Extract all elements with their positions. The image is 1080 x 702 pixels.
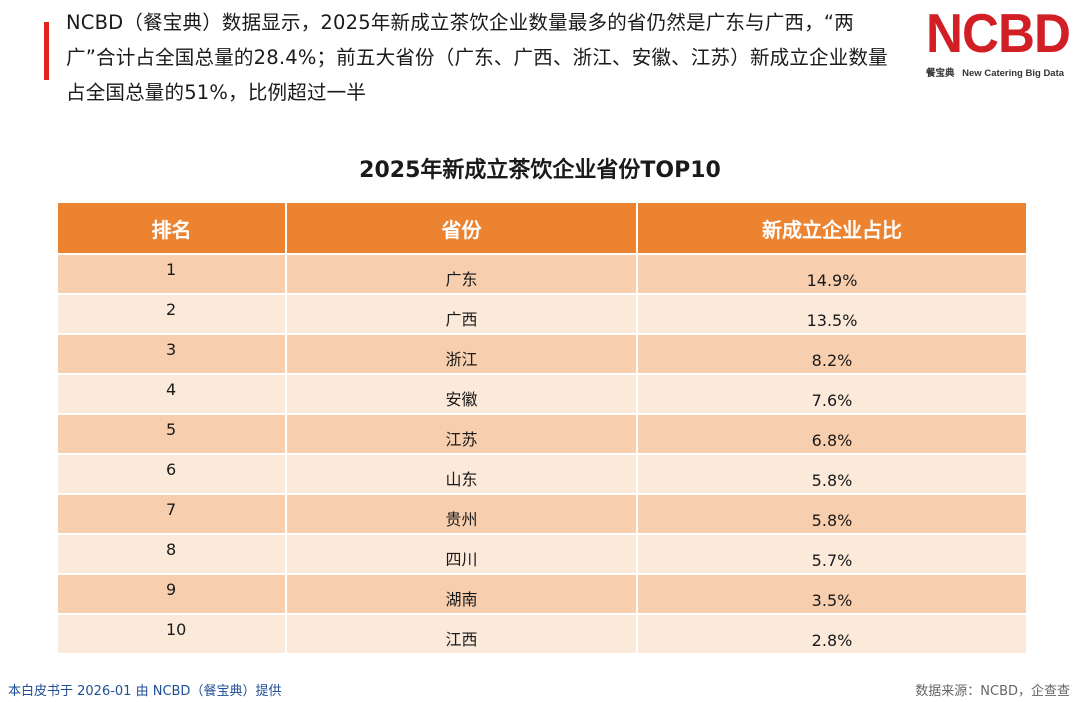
share-cell: 5.8%	[637, 453, 1026, 494]
header-province: 省份	[286, 203, 638, 254]
rank-cell: 9	[58, 573, 287, 614]
share-cell: 5.7%	[637, 533, 1026, 574]
logo-english-name: New Catering Big Data	[962, 68, 1065, 79]
logo-chinese-name: 餐宝典	[926, 68, 955, 79]
province-cell: 浙江	[286, 333, 638, 374]
province-ranking-table: 排名 省份 新成立企业占比 1 广东 14.9% 2 广西 13.5% 3 浙江…	[58, 203, 1026, 653]
province-cell: 安徽	[286, 373, 638, 414]
province-cell: 贵州	[286, 493, 638, 534]
share-cell: 5.8%	[637, 493, 1026, 534]
rank-cell: 8	[58, 533, 287, 574]
rank-cell: 10	[58, 613, 287, 653]
table-row: 5 江苏 6.8%	[58, 413, 1026, 454]
share-cell: 13.5%	[637, 293, 1026, 334]
table-row: 9 湖南 3.5%	[58, 573, 1026, 614]
table-header-row: 排名 省份 新成立企业占比	[58, 203, 1026, 254]
share-cell: 7.6%	[637, 373, 1026, 414]
share-cell: 8.2%	[637, 333, 1026, 374]
logo-wordmark: NCBD	[926, 2, 1071, 64]
header-share: 新成立企业占比	[637, 203, 1026, 254]
footer-source: 数据来源：NCBD，企查查	[915, 684, 1070, 699]
share-cell: 6.8%	[637, 413, 1026, 454]
intro-paragraph: NCBD（餐宝典）数据显示，2025年新成立茶饮企业数量最多的省仍然是广东与广西…	[66, 11, 888, 104]
table-row: 3 浙江 8.2%	[58, 333, 1026, 374]
table-row: 10 江西 2.8%	[58, 613, 1026, 653]
ncbd-logo: NCBD 餐宝典 New Catering Big Data	[926, 4, 1076, 84]
province-cell: 湖南	[286, 573, 638, 614]
table-title: 2025年新成立茶饮企业省份TOP10	[359, 158, 721, 183]
province-cell: 江苏	[286, 413, 638, 454]
rank-cell: 1	[58, 253, 287, 294]
share-cell: 3.5%	[637, 573, 1026, 614]
rank-cell: 4	[58, 373, 287, 414]
table-row: 2 广西 13.5%	[58, 293, 1026, 334]
province-cell: 广西	[286, 293, 638, 334]
accent-bar	[44, 22, 49, 80]
rank-cell: 5	[58, 413, 287, 454]
rank-cell: 3	[58, 333, 287, 374]
table-row: 7 贵州 5.8%	[58, 493, 1026, 534]
share-cell: 2.8%	[637, 613, 1026, 653]
rank-cell: 7	[58, 493, 287, 534]
header-rank: 排名	[58, 203, 287, 254]
province-cell: 广东	[286, 253, 638, 294]
logo-subtitle: 餐宝典 New Catering Big Data	[926, 65, 1076, 79]
table-row: 8 四川 5.7%	[58, 533, 1026, 574]
rank-cell: 6	[58, 453, 287, 494]
province-cell: 山东	[286, 453, 638, 494]
share-cell: 14.9%	[637, 253, 1026, 294]
footer-credit: 本白皮书于 2026-01 由 NCBD（餐宝典）提供	[8, 684, 282, 699]
rank-cell: 2	[58, 293, 287, 334]
province-cell: 四川	[286, 533, 638, 574]
table-row: 4 安徽 7.6%	[58, 373, 1026, 414]
table-row: 6 山东 5.8%	[58, 453, 1026, 494]
table-row: 1 广东 14.9%	[58, 253, 1026, 294]
province-cell: 江西	[286, 613, 638, 653]
